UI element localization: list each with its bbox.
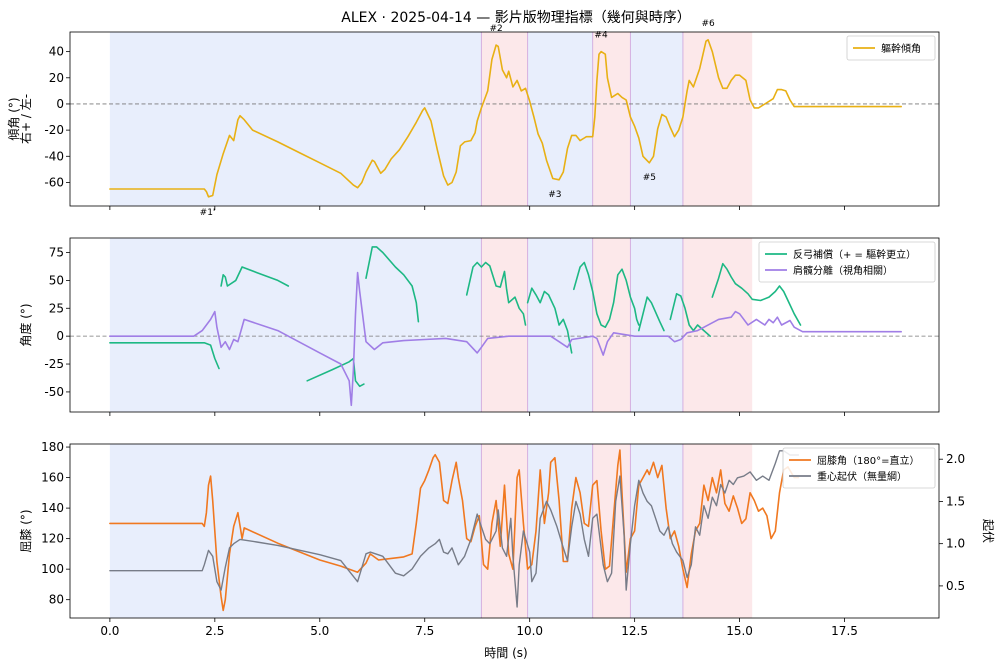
y-tick-label: -40 bbox=[44, 149, 64, 163]
panel-angles: 75 50 25 0 -25 -50 角度 (°) 反弓補償（+ = 驅幹更立） 肩髖分離（視角… bbox=[18, 237, 940, 416]
y-tick-label: -60 bbox=[44, 175, 64, 189]
y-right-tick-label: 2.0 bbox=[946, 452, 965, 466]
y-axis-label: 屈膝 (°) bbox=[19, 509, 33, 552]
legend-entry: 重心起伏（無量綱） bbox=[817, 470, 907, 483]
phase-band-4 bbox=[630, 32, 683, 206]
legend-box bbox=[758, 241, 936, 283]
series-line-1-0-seg4 bbox=[465, 261, 527, 326]
legend: 屈膝角（180°=直立） 重心起伏（無量綱） bbox=[782, 447, 936, 489]
plot-area bbox=[70, 32, 939, 206]
series-line-1-0-seg7 bbox=[638, 296, 665, 332]
x-tick-label: 2.5 bbox=[205, 624, 224, 638]
y-tick-label: 140 bbox=[41, 501, 64, 515]
axes-frame bbox=[69, 237, 940, 413]
y-tick-label: 20 bbox=[49, 71, 64, 85]
series-line-1-0-seg6 bbox=[573, 261, 640, 328]
y-tick-label: -50 bbox=[44, 385, 64, 399]
phase-band-1 bbox=[481, 32, 528, 206]
panel-knee-com: 0.0 2.5 5.0 7.5 10.0 12.5 15.0 17.5 180 160 140 120… bbox=[19, 440, 995, 638]
phase-band-1 bbox=[481, 444, 528, 618]
plot-area bbox=[70, 238, 939, 412]
y-right-tick-label: 0.5 bbox=[946, 579, 965, 593]
phase-band-1 bbox=[481, 238, 528, 412]
phase-band-2 bbox=[527, 32, 593, 206]
phase-band-0 bbox=[109, 32, 482, 206]
legend: 軀幹傾角 bbox=[846, 35, 936, 61]
peak-annotation: #5 bbox=[643, 173, 656, 183]
series-line-1-0-seg9 bbox=[711, 262, 802, 326]
series-line-0-0 bbox=[109, 39, 902, 198]
x-axis-label: 時間 (s) bbox=[484, 646, 527, 660]
series-line-1-1 bbox=[109, 271, 902, 407]
legend-entry: 反弓補償（+ = 驅幹更立） bbox=[793, 248, 916, 261]
phase-band-5 bbox=[682, 444, 753, 618]
axes-frame bbox=[69, 31, 940, 207]
series-line-1-0-seg5 bbox=[526, 287, 573, 354]
x-tick-label: 17.5 bbox=[831, 624, 858, 638]
y-tick-label: 80 bbox=[49, 593, 64, 607]
series-line-2-1 bbox=[109, 450, 800, 608]
peak-annotation: #4 bbox=[594, 31, 608, 41]
y-tick-label: -20 bbox=[44, 123, 64, 137]
y-axis-label: 右+ / 左- bbox=[18, 94, 33, 144]
y-tick-label: -25 bbox=[44, 357, 64, 371]
legend-entry: 肩髖分離（視角相關） bbox=[793, 264, 893, 277]
y-tick-label: 180 bbox=[41, 440, 64, 454]
peak-annotation: #3 bbox=[548, 190, 561, 200]
y-right-tick-label: 1.0 bbox=[946, 537, 965, 551]
legend-box bbox=[782, 447, 936, 489]
axes-frame bbox=[69, 443, 940, 619]
plot-area bbox=[109, 444, 800, 618]
phase-band-5 bbox=[682, 238, 753, 412]
legend-entry: 軀幹傾角 bbox=[881, 42, 921, 55]
y-tick-label: 25 bbox=[49, 301, 64, 315]
x-tick-label: 5.0 bbox=[310, 624, 329, 638]
x-tick-label: 12.5 bbox=[621, 624, 648, 638]
y-axis-label: 角度 (°) bbox=[18, 303, 33, 346]
x-tick-label: 0.0 bbox=[100, 624, 119, 638]
legend-box bbox=[846, 35, 936, 61]
panel-trunk-tilt: 40 20 0 -20 -40 -60 傾角 (°)右+ / 左- #1' #2 #3 #4 #5 #6… bbox=[7, 19, 940, 218]
series-line-1-0-seg3 bbox=[365, 246, 420, 323]
y-right-tick-label: 1.5 bbox=[946, 494, 965, 508]
x-tick-label: 7.5 bbox=[415, 624, 434, 638]
phase-band-2 bbox=[527, 238, 593, 412]
x-tick-label: 10.0 bbox=[516, 624, 543, 638]
y-tick-label: 50 bbox=[49, 273, 64, 287]
y-tick-label: 100 bbox=[41, 562, 64, 576]
series-line-1-0-seg0 bbox=[109, 342, 220, 370]
y-tick-label: 75 bbox=[49, 246, 64, 260]
x-tick-label: 15.0 bbox=[726, 624, 753, 638]
series-line-1-0-seg1 bbox=[220, 266, 290, 287]
y-tick-label: 120 bbox=[41, 532, 64, 546]
legend-entry: 屈膝角（180°=直立） bbox=[817, 454, 919, 467]
y-tick-label: 0 bbox=[56, 97, 64, 111]
peak-annotation: #2 bbox=[489, 24, 502, 34]
y-axis-label: 傾角 (°) bbox=[7, 97, 21, 140]
phase-band-0 bbox=[109, 238, 482, 412]
y-right-axis-label: 起伏 bbox=[981, 519, 995, 543]
legend: 反弓補償（+ = 驅幹更立） 肩髖分離（視角相關） bbox=[758, 241, 936, 283]
y-tick-label: 40 bbox=[49, 45, 64, 59]
phase-band-2 bbox=[527, 444, 593, 618]
y-tick-label: 0 bbox=[56, 329, 64, 343]
phase-band-5 bbox=[682, 32, 753, 206]
figure-title: ALEX · 2025-04-14 — 影片版物理指標（幾何與時序） bbox=[341, 10, 690, 26]
series-line-2-0 bbox=[109, 449, 800, 612]
phase-band-3 bbox=[592, 238, 631, 412]
phase-band-0 bbox=[109, 444, 482, 618]
peak-annotation: #1' bbox=[200, 208, 216, 218]
y-tick-label: 160 bbox=[41, 471, 64, 485]
peak-annotation: #6 bbox=[701, 19, 715, 29]
